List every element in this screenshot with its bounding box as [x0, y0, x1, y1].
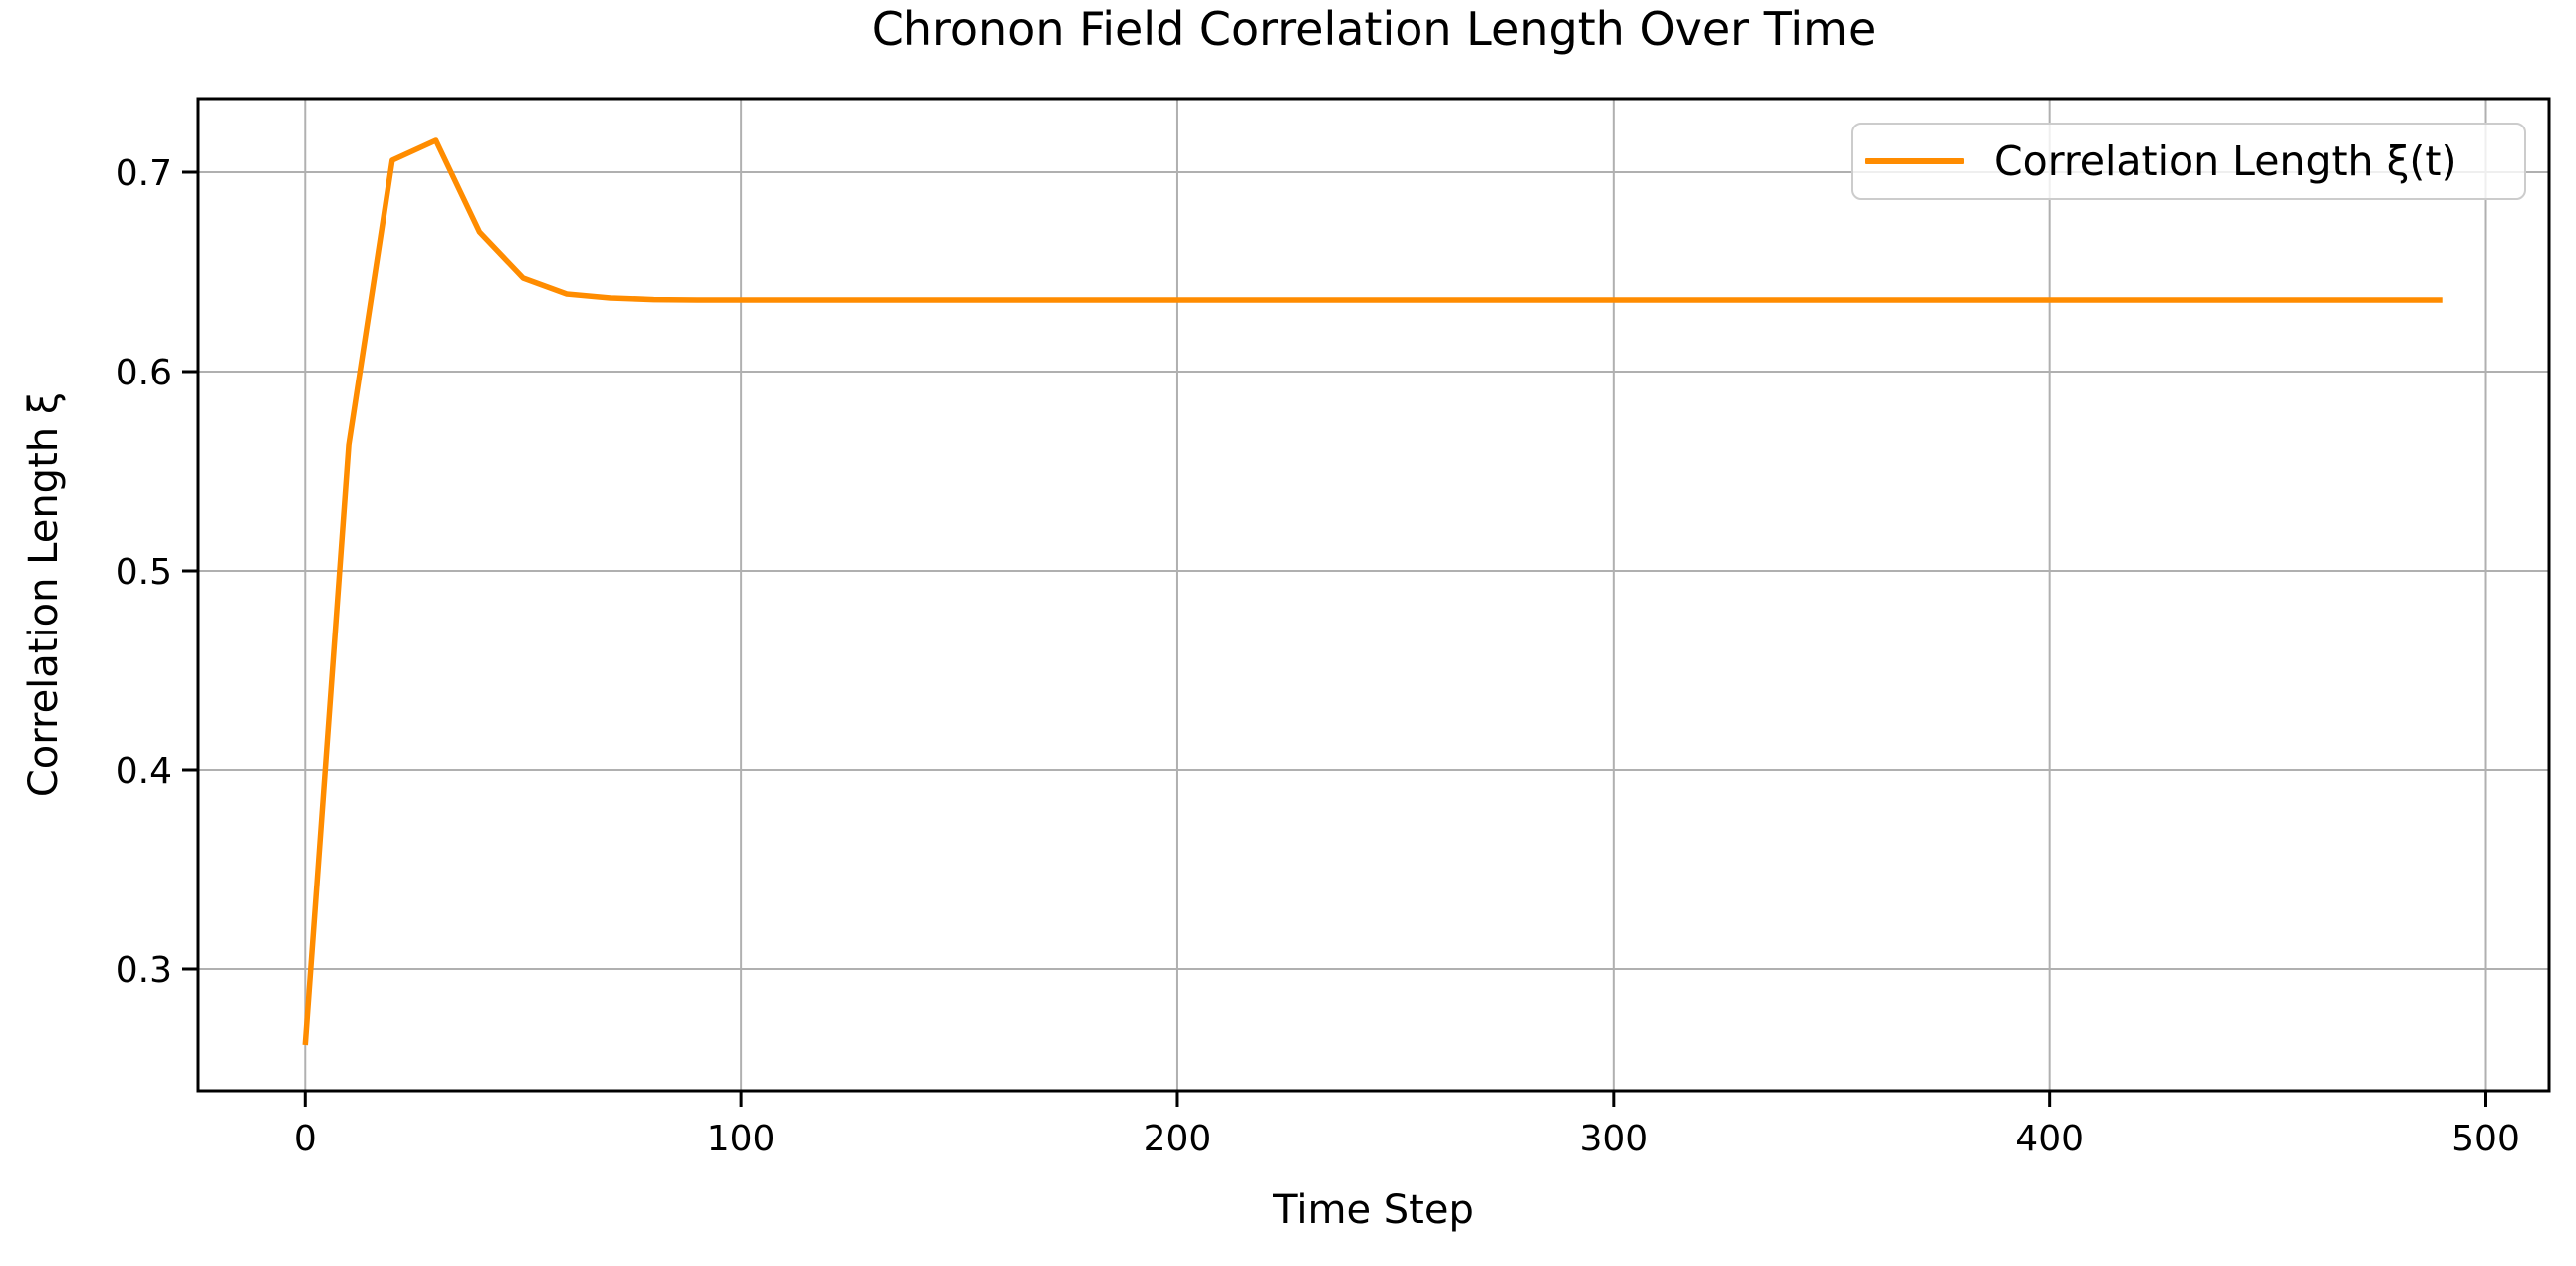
y-tick-label: 0.5 — [116, 552, 172, 593]
x-tick-label: 0 — [294, 1119, 317, 1159]
series-line — [302, 137, 2443, 1046]
legend-line-swatch — [1865, 158, 1964, 164]
legend: Correlation Length ξ(t) — [1851, 123, 2526, 200]
y-axis-label: Correlation Length ξ — [21, 391, 67, 798]
y-tick-label: 0.4 — [116, 751, 172, 792]
chart-title: Chronon Field Correlation Length Over Ti… — [871, 2, 1877, 56]
x-tick-label: 100 — [707, 1119, 776, 1159]
axes-spines — [196, 97, 2551, 1093]
y-tick-label: 0.3 — [116, 950, 172, 991]
x-tick-label: 500 — [2451, 1119, 2520, 1159]
x-tick-label: 300 — [1579, 1119, 1648, 1159]
legend-label: Correlation Length ξ(t) — [1994, 137, 2457, 185]
x-tick-label: 400 — [2015, 1119, 2084, 1159]
x-axis-label: Time Step — [1273, 1187, 1474, 1233]
x-tick-label: 200 — [1144, 1119, 1212, 1159]
y-tick-label: 0.7 — [116, 153, 172, 194]
y-tick-label: 0.6 — [116, 353, 172, 393]
